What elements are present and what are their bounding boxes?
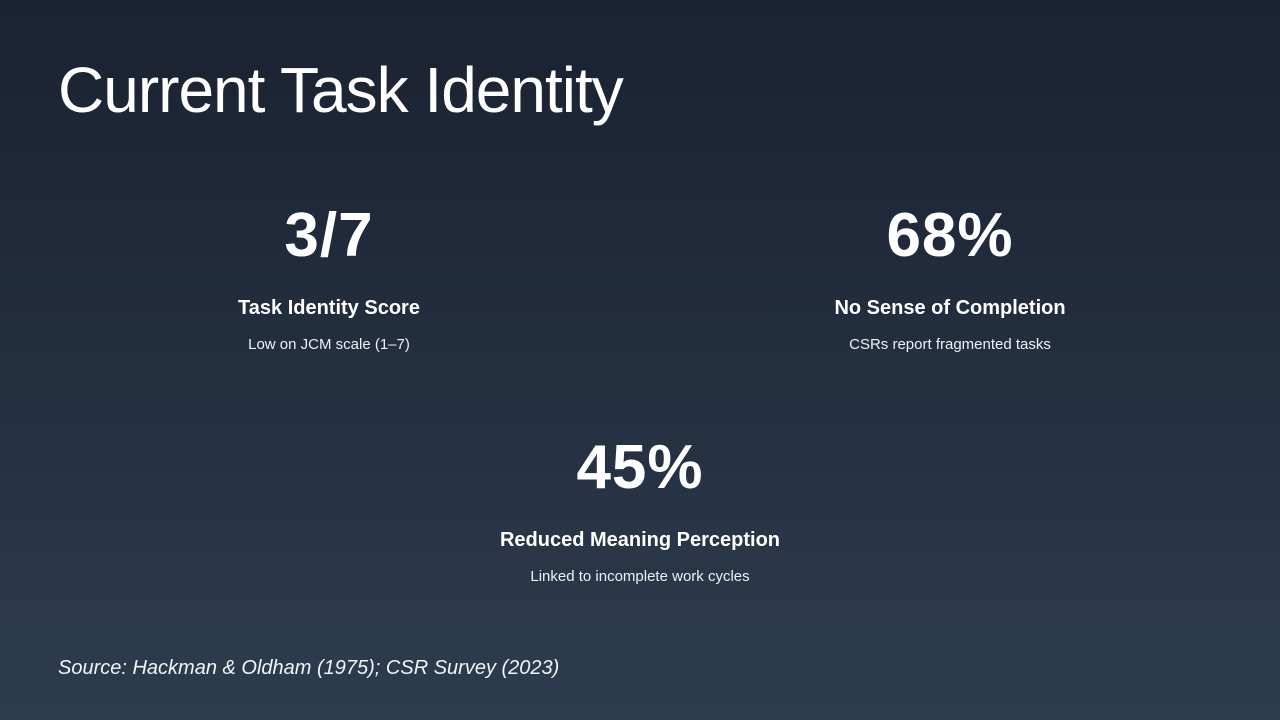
- stat-value: 3/7: [284, 201, 374, 270]
- stat-value: 68%: [886, 201, 1014, 270]
- stat-label: Task Identity Score: [238, 297, 420, 319]
- stat-description: Low on JCM scale (1–7): [248, 336, 410, 353]
- stat-no-sense-of-completion: 68% No Sense of Completion CSRs report f…: [740, 200, 1160, 355]
- stat-label: No Sense of Completion: [834, 297, 1066, 319]
- stat-value: 45%: [576, 433, 704, 502]
- stat-description: Linked to incomplete work cycles: [530, 568, 750, 585]
- source-citation: Source: Hackman & Oldham (1975); CSR Sur…: [58, 657, 560, 679]
- stat-reduced-meaning-perception: 45% Reduced Meaning Perception Linked to…: [430, 432, 850, 587]
- page-title: Current Task Identity: [58, 54, 624, 126]
- stat-label: Reduced Meaning Perception: [499, 529, 781, 551]
- stat-description: CSRs report fragmented tasks: [849, 336, 1051, 353]
- stat-task-identity-score: 3/7 Task Identity Score Low on JCM scale…: [119, 200, 539, 355]
